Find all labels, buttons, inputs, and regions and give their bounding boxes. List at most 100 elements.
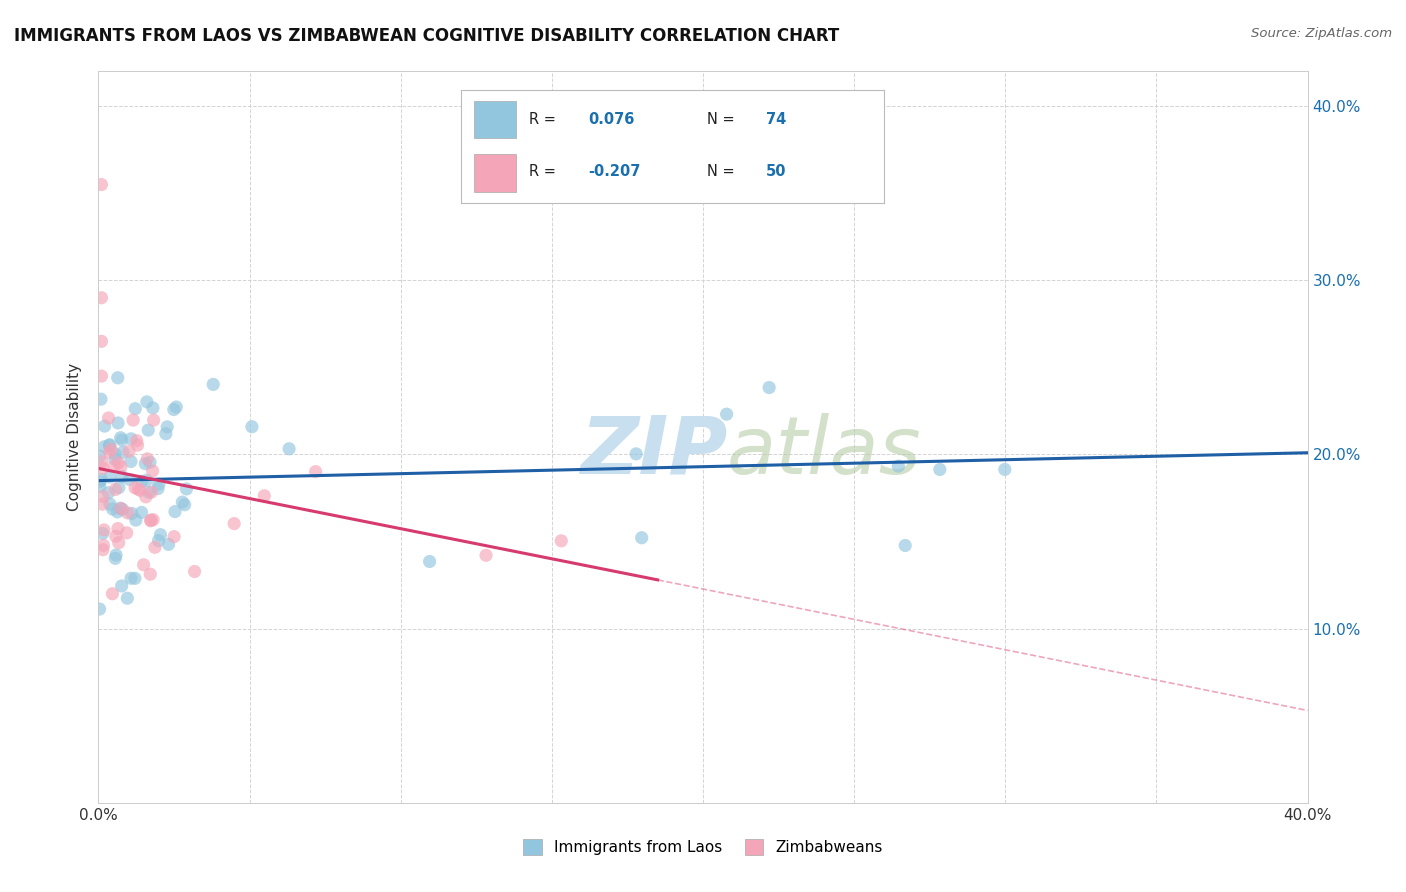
Point xyxy=(149,527,172,541)
Point xyxy=(142,513,165,527)
Point xyxy=(125,513,148,527)
Legend: Immigrants from Laos, Zimbabweans: Immigrants from Laos, Zimbabweans xyxy=(517,833,889,861)
Point xyxy=(93,538,115,552)
Point xyxy=(139,513,162,527)
Point xyxy=(118,472,141,486)
Point xyxy=(136,423,159,437)
Text: ZIP: ZIP xyxy=(579,413,727,491)
Point xyxy=(173,498,195,512)
Point xyxy=(91,490,114,504)
Point xyxy=(148,533,170,548)
Point xyxy=(90,334,112,349)
Point xyxy=(124,401,146,416)
Point xyxy=(105,548,128,562)
Point xyxy=(110,501,132,516)
Point xyxy=(108,481,131,495)
Point xyxy=(117,506,139,520)
Text: atlas: atlas xyxy=(727,413,922,491)
Point xyxy=(111,433,134,447)
Point xyxy=(93,523,115,537)
Point xyxy=(176,482,198,496)
Point xyxy=(98,470,121,484)
Point xyxy=(131,475,153,489)
Point xyxy=(120,454,142,468)
Point xyxy=(165,400,187,414)
Point xyxy=(253,489,276,503)
Point xyxy=(139,567,162,582)
Point xyxy=(122,413,145,427)
Point xyxy=(183,565,205,579)
Point xyxy=(124,571,146,585)
Point xyxy=(624,447,647,461)
Point xyxy=(91,542,114,557)
Point xyxy=(172,495,194,509)
Point xyxy=(138,485,160,500)
Point xyxy=(894,539,917,553)
Point xyxy=(155,426,177,441)
Point xyxy=(139,455,162,469)
Point xyxy=(110,431,132,445)
Point xyxy=(90,178,112,192)
Point xyxy=(103,458,125,473)
Text: Source: ZipAtlas.com: Source: ZipAtlas.com xyxy=(1251,27,1392,40)
Point xyxy=(136,451,159,466)
Point xyxy=(163,505,186,519)
Point xyxy=(90,473,112,487)
Point xyxy=(97,411,120,425)
Point xyxy=(163,530,186,544)
Point xyxy=(107,535,129,549)
Point xyxy=(90,291,112,305)
Point xyxy=(146,482,169,496)
Point xyxy=(305,465,328,479)
Point xyxy=(240,419,263,434)
Point xyxy=(111,579,134,593)
Point xyxy=(91,461,114,475)
Point xyxy=(89,480,111,494)
Point xyxy=(475,549,498,563)
Point xyxy=(98,438,121,452)
Point xyxy=(142,413,165,427)
Point xyxy=(118,444,141,458)
Point xyxy=(139,514,162,528)
Point xyxy=(120,432,142,446)
Point xyxy=(148,477,170,491)
Point xyxy=(117,591,139,606)
Point xyxy=(124,481,146,495)
Point xyxy=(550,533,572,548)
Point xyxy=(419,554,441,568)
Point xyxy=(101,502,124,516)
Point xyxy=(994,462,1017,476)
Point xyxy=(928,462,950,476)
Point xyxy=(89,602,111,616)
Point xyxy=(134,457,156,471)
Point xyxy=(98,497,121,511)
Point xyxy=(107,416,129,430)
Point xyxy=(135,395,157,409)
Point xyxy=(91,526,114,541)
Point xyxy=(90,392,112,407)
Point xyxy=(91,455,114,469)
Point xyxy=(278,442,301,456)
Point xyxy=(142,464,165,478)
Point xyxy=(89,475,111,489)
Point xyxy=(104,551,127,566)
Point xyxy=(98,445,121,459)
Point xyxy=(111,445,134,459)
Y-axis label: Cognitive Disability: Cognitive Disability xyxy=(67,363,83,511)
Point xyxy=(129,483,152,498)
Point xyxy=(110,501,132,516)
Point xyxy=(127,482,149,496)
Point xyxy=(97,485,120,500)
Point xyxy=(90,369,112,384)
Point xyxy=(104,529,127,543)
Point xyxy=(163,402,186,417)
Point xyxy=(115,525,138,540)
Point xyxy=(104,452,127,467)
Point xyxy=(110,459,132,474)
Point xyxy=(758,380,780,394)
Point xyxy=(98,438,121,452)
Point xyxy=(120,571,142,585)
Point xyxy=(91,497,114,511)
Point xyxy=(89,449,111,463)
Point xyxy=(202,377,225,392)
